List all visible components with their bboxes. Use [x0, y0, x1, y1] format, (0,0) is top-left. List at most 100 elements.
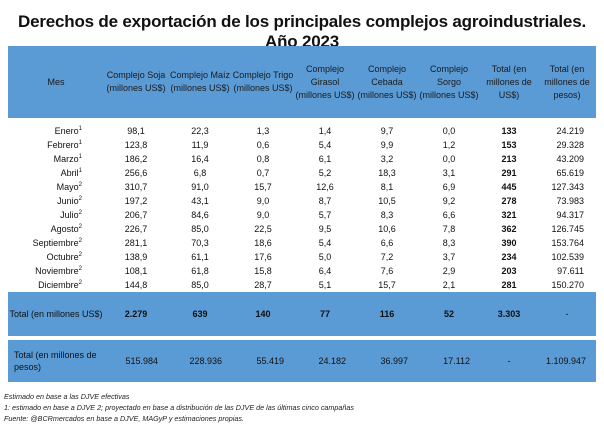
cell-sorgo: 9,2	[418, 194, 480, 208]
month-cell: Julio2	[8, 208, 104, 222]
export-duties-table: Mes Complejo Soja (millones US$) Complej…	[8, 46, 596, 382]
month-label: Marzo	[53, 154, 79, 164]
cell-total-pesos: 65.619	[538, 166, 596, 180]
cell-maiz: 70,3	[168, 236, 232, 250]
month-cell: Enero1	[8, 118, 104, 138]
col-header-girasol: Complejo Girasol (millones US$)	[294, 46, 356, 118]
cell-soja: 256,6	[104, 166, 168, 180]
col-header-total-pesos: Total (en millones de pesos)	[538, 46, 596, 118]
month-cell: Febrero1	[8, 138, 104, 152]
cell-total-usd: 291	[480, 166, 538, 180]
total-pesos-cebada: 36.997	[356, 340, 418, 382]
cell-trigo: 0,7	[232, 166, 294, 180]
cell-trigo: 0,6	[232, 138, 294, 152]
cell-total-usd: 213	[480, 152, 538, 166]
cell-maiz: 61,8	[168, 264, 232, 278]
cell-soja: 206,7	[104, 208, 168, 222]
cell-total-pesos: 43.209	[538, 152, 596, 166]
cell-cebada: 9,7	[356, 118, 418, 138]
cell-sorgo: 1,2	[418, 138, 480, 152]
total-usd-total-pesos: -	[538, 292, 596, 336]
cell-total-usd: 281	[480, 278, 538, 292]
cell-soja: 123,8	[104, 138, 168, 152]
month-cell: Agosto2	[8, 222, 104, 236]
month-note: 2	[78, 266, 82, 272]
total-pesos-total-usd: -	[480, 340, 538, 382]
cell-soja: 98,1	[104, 118, 168, 138]
cell-sorgo: 6,9	[418, 180, 480, 194]
month-label: Noviembre	[35, 266, 79, 276]
total-usd-label: Total (en millones US$)	[8, 292, 104, 336]
month-note: 1	[78, 140, 82, 146]
cell-total-usd: 390	[480, 236, 538, 250]
month-note: 2	[78, 182, 82, 188]
cell-maiz: 85,0	[168, 278, 232, 292]
cell-total-usd: 278	[480, 194, 538, 208]
total-usd-total-usd: 3.303	[480, 292, 538, 336]
total-pesos-total-pesos: 1.109.947	[538, 340, 596, 382]
footnote-2: Fuente: @BCRmercados en base a DJVE, MAG…	[4, 414, 244, 423]
cell-cebada: 15,7	[356, 278, 418, 292]
month-label: Febrero	[47, 140, 79, 150]
cell-sorgo: 2,1	[418, 278, 480, 292]
month-label: Octubre	[46, 252, 79, 262]
month-rows: Enero1 98,1 22,3 1,3 1,4 9,7 0,0 133 24.219 Febre…	[8, 118, 596, 292]
cell-total-usd: 321	[480, 208, 538, 222]
cell-trigo: 0,8	[232, 152, 294, 166]
month-cell: Marzo1	[8, 152, 104, 166]
cell-total-pesos: 102.539	[538, 250, 596, 264]
cell-total-usd: 153	[480, 138, 538, 152]
cell-sorgo: 7,8	[418, 222, 480, 236]
table-row: Marzo1 186,2 16,4 0,8 6,1 3,2 0,0 213 43.209	[8, 152, 596, 166]
cell-sorgo: 0,0	[418, 152, 480, 166]
cell-cebada: 3,2	[356, 152, 418, 166]
month-label: Junio	[57, 196, 79, 206]
cell-maiz: 22,3	[168, 118, 232, 138]
cell-trigo: 15,8	[232, 264, 294, 278]
cell-soja: 310,7	[104, 180, 168, 194]
table-row: Julio2 206,7 84,6 9,0 5,7 8,3 6,6 321 94.317	[8, 208, 596, 222]
cell-cebada: 10,6	[356, 222, 418, 236]
cell-girasol: 5,2	[294, 166, 356, 180]
col-header-maiz: Complejo Maíz (millones US$)	[168, 46, 232, 118]
table-row: Diciembre2 144,8 85,0 28,7 5,1 15,7 2,1 281 150.…	[8, 278, 596, 292]
cell-girasol: 5,1	[294, 278, 356, 292]
cell-cebada: 7,6	[356, 264, 418, 278]
month-label: Septiembre	[32, 238, 79, 248]
cell-girasol: 6,1	[294, 152, 356, 166]
cell-soja: 108,1	[104, 264, 168, 278]
month-cell: Mayo2	[8, 180, 104, 194]
month-cell: Septiembre2	[8, 236, 104, 250]
month-note: 2	[78, 196, 82, 202]
cell-soja: 197,2	[104, 194, 168, 208]
header-row: Mes Complejo Soja (millones US$) Complej…	[8, 46, 596, 118]
month-label: Enero	[54, 126, 79, 136]
cell-maiz: 84,6	[168, 208, 232, 222]
table-row: Noviembre2 108,1 61,8 15,8 6,4 7,6 2,9 203 97.61…	[8, 264, 596, 278]
cell-total-pesos: 126.745	[538, 222, 596, 236]
cell-total-usd: 234	[480, 250, 538, 264]
table-row: Febrero1 123,8 11,9 0,6 5,4 9,9 1,2 153 29.328	[8, 138, 596, 152]
col-header-cebada: Complejo Cebada (millones US$)	[356, 46, 418, 118]
cell-sorgo: 0,0	[418, 118, 480, 138]
col-header-sorgo: Complejo Sorgo (millones US$)	[418, 46, 480, 118]
cell-girasol: 5,4	[294, 138, 356, 152]
month-cell: Junio2	[8, 194, 104, 208]
cell-sorgo: 3,7	[418, 250, 480, 264]
month-note: 1	[78, 168, 82, 174]
total-pesos-label: Total (en millones de pesos)	[8, 340, 104, 382]
cell-total-pesos: 73.983	[538, 194, 596, 208]
cell-cebada: 8,1	[356, 180, 418, 194]
total-pesos-trigo: 55.419	[232, 340, 294, 382]
cell-total-usd: 445	[480, 180, 538, 194]
cell-maiz: 11,9	[168, 138, 232, 152]
cell-maiz: 91,0	[168, 180, 232, 194]
total-pesos-girasol: 24.182	[294, 340, 356, 382]
table-row: Agosto2 226,7 85,0 22,5 9,5 10,6 7,8 362 126.745	[8, 222, 596, 236]
cell-trigo: 1,3	[232, 118, 294, 138]
col-header-trigo: Complejo Trigo (millones US$)	[232, 46, 294, 118]
month-label: Abril	[60, 168, 79, 178]
cell-cebada: 9,9	[356, 138, 418, 152]
total-usd-trigo: 140	[232, 292, 294, 336]
cell-soja: 138,9	[104, 250, 168, 264]
